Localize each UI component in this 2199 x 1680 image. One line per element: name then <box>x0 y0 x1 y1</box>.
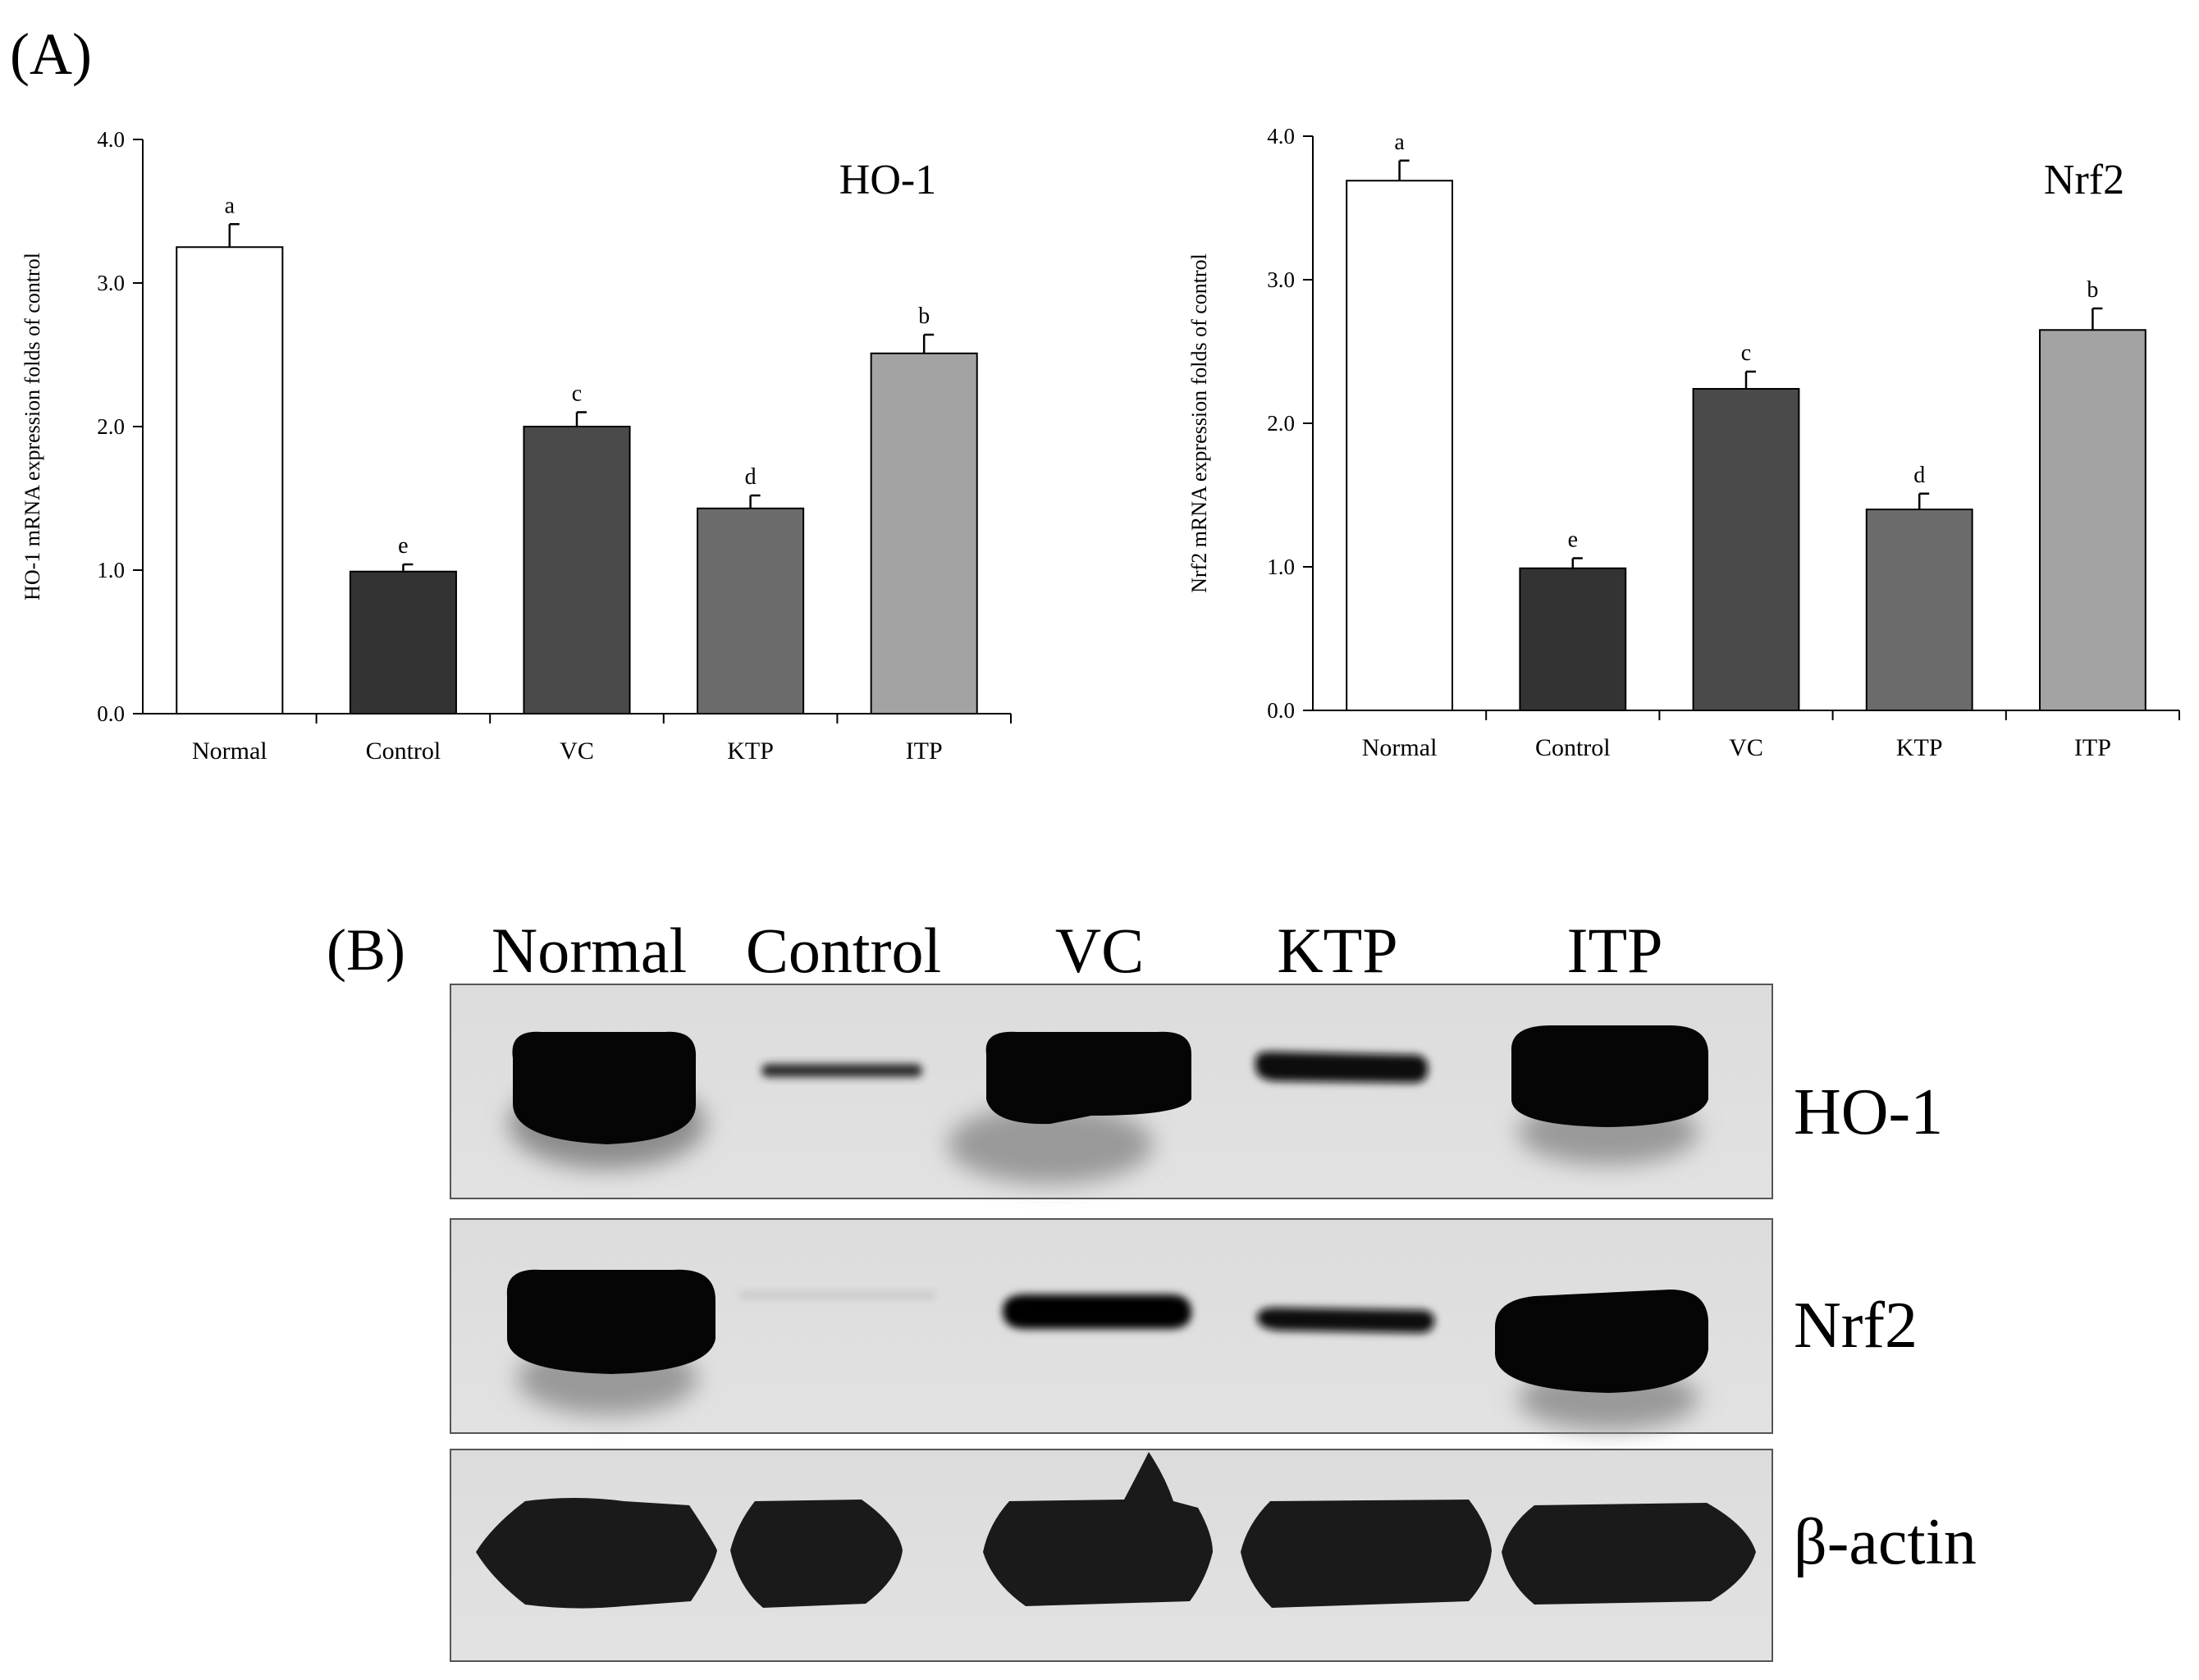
y-axis-title: HO-1 mRNA expression folds of control <box>21 253 44 600</box>
protein-label-nrf2: Nrf2 <box>1794 1290 1918 1362</box>
ho1-bar-chart: 0.0 1.0 2.0 3.0 4.0 HO-1 mRNA expression fold… <box>21 127 1012 765</box>
x-tick-label: ITP <box>906 737 943 765</box>
y-tick-label: 4.0 <box>1267 124 1295 148</box>
x-tick-label: VC <box>560 737 594 765</box>
x-tick-label: Normal <box>1362 734 1438 761</box>
bar-normal <box>1346 180 1454 711</box>
significance-label: b <box>918 304 930 329</box>
panel-b-label: (B) <box>327 917 405 983</box>
band-nrf2-vc <box>1003 1294 1191 1329</box>
x-tick-label: ITP <box>2074 734 2111 761</box>
band-nrf2-itp <box>1495 1290 1708 1393</box>
band-ho1-control <box>761 1064 922 1077</box>
band-ho1-vc <box>985 1031 1191 1125</box>
band-nrf2-control <box>738 1291 935 1299</box>
y-tick-label: 3.0 <box>97 271 125 295</box>
panel-a-label: (A) <box>10 21 92 87</box>
significance-label: b <box>2087 277 2098 303</box>
band-ho1-vc-tail <box>948 1105 1153 1184</box>
y-tick-label: 0.0 <box>1267 698 1295 723</box>
blot-strip-nrf2 <box>450 1218 1773 1434</box>
blot-strip-beta-actin <box>450 1449 1773 1662</box>
chart-title: HO-1 <box>839 157 936 203</box>
x-tick-label: Control <box>1535 734 1611 761</box>
band-ho1-ktp <box>1255 1052 1429 1083</box>
bar-vc <box>523 426 631 714</box>
significance-label: d <box>1913 463 1925 488</box>
band-actin-normal <box>476 1498 717 1609</box>
significance-label: a <box>225 193 235 218</box>
chart-title: Nrf2 <box>2044 157 2124 203</box>
bar-normal <box>176 246 284 714</box>
band-actin-itp <box>1502 1503 1756 1605</box>
band-actin-control <box>730 1500 903 1608</box>
significance-label: a <box>1394 130 1405 155</box>
y-tick-label: 0.0 <box>97 701 125 726</box>
bar-control <box>349 570 457 714</box>
bar-itp <box>2038 329 2146 711</box>
y-tick-label: 2.0 <box>1267 411 1295 436</box>
significance-label: c <box>1741 340 1751 366</box>
protein-label-beta-actin: β-actin <box>1794 1506 1977 1578</box>
y-tick-label: 1.0 <box>97 558 125 582</box>
x-tick-label: KTP <box>1896 734 1943 761</box>
significance-label: e <box>1568 527 1578 553</box>
protein-label-ho1: HO-1 <box>1794 1076 1944 1148</box>
blot-strip-ho1 <box>450 984 1773 1199</box>
lane-label-normal: Normal <box>491 915 688 986</box>
y-tick-label: 3.0 <box>1267 267 1295 292</box>
bar-ktp <box>697 507 805 714</box>
x-tick-label: Control <box>366 737 441 765</box>
significance-label: d <box>745 464 757 490</box>
lane-label-itp: ITP <box>1566 915 1663 986</box>
x-tick-label: VC <box>1729 734 1763 761</box>
band-nrf2-normal <box>506 1269 715 1374</box>
y-tick-label: 1.0 <box>1267 555 1295 579</box>
band-ho1-itp <box>1511 1025 1708 1127</box>
band-nrf2-ktp <box>1257 1308 1435 1333</box>
lane-label-control: Control <box>745 915 942 986</box>
bar-control <box>1519 567 1627 711</box>
band-ho1-normal <box>512 1031 697 1144</box>
y-tick-label: 2.0 <box>97 414 125 439</box>
lane-label-ktp: KTP <box>1277 915 1398 986</box>
x-tick-label: Normal <box>192 737 267 765</box>
y-tick-label: 4.0 <box>97 127 125 152</box>
y-axis-title: Nrf2 mRNA expression folds of control <box>1187 253 1211 593</box>
nrf2-bar-chart: 0.0 1.0 2.0 3.0 4.0 Nrf2 mRNA expression fold… <box>1187 124 2180 761</box>
bar-itp <box>870 352 978 714</box>
band-actin-vc <box>983 1452 1213 1606</box>
bar-vc <box>1692 388 1800 711</box>
band-actin-ktp <box>1241 1500 1492 1608</box>
significance-label: c <box>572 381 582 407</box>
x-tick-label: KTP <box>727 737 774 765</box>
lane-label-vc: VC <box>1054 915 1145 986</box>
significance-label: e <box>398 533 408 559</box>
